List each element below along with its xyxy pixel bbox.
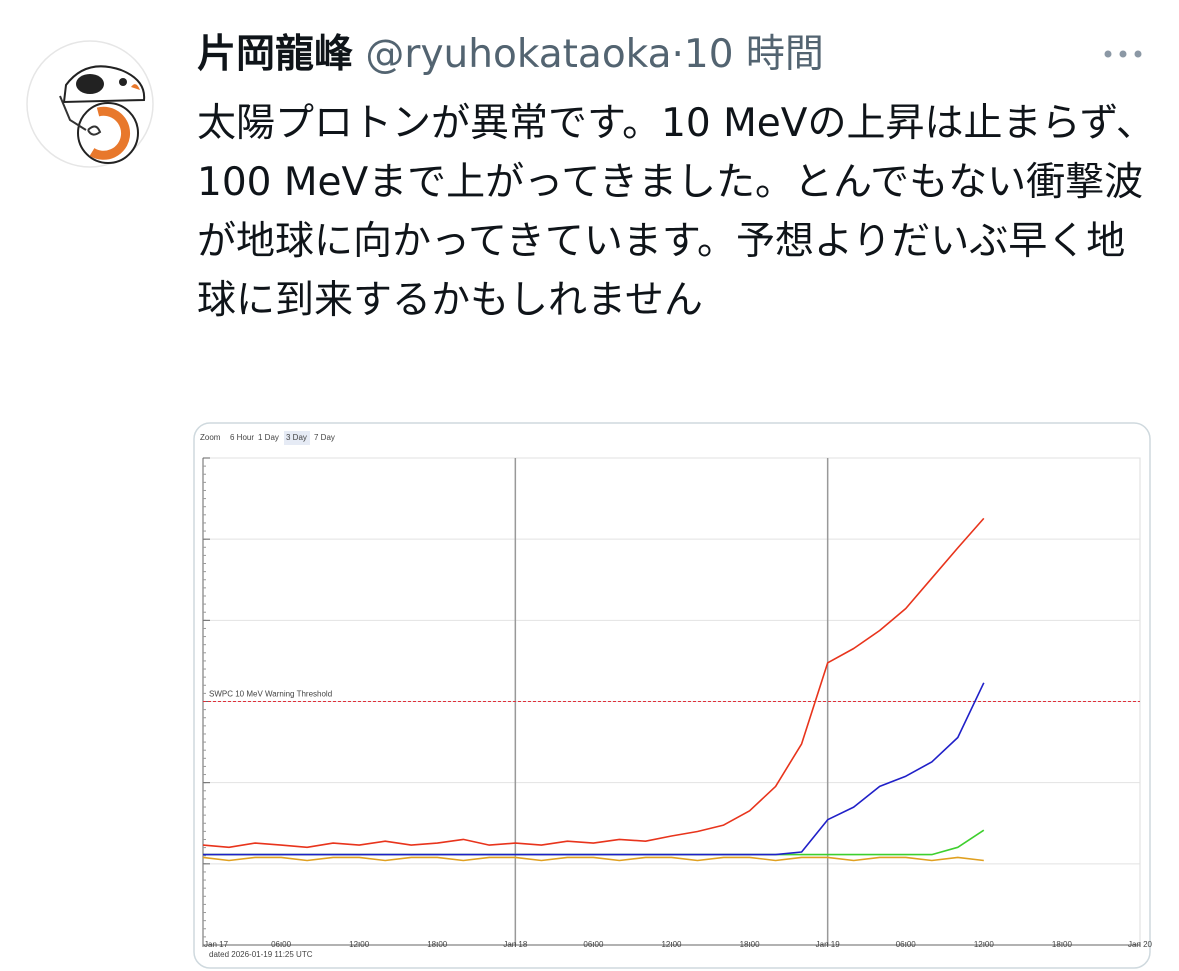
avatar[interactable] (26, 40, 154, 168)
x-tick-label: Jan 17 (204, 940, 229, 949)
data-line (203, 682, 985, 856)
zoom-selected (284, 431, 310, 445)
zoom-option[interactable]: 6 Hour (230, 433, 254, 442)
zoom-option[interactable]: 1 Day (258, 433, 279, 442)
x-tick-label: Jan 18 (503, 940, 528, 949)
tweet-header: 片岡龍峰 @ryuhokataoka·10 時間 (197, 28, 824, 82)
tweet-text: 太陽プロトンが異常です。10 MeVの上昇は止まらず、100 MeVまで上がって… (197, 101, 1155, 323)
x-tick-label: 18:00 (427, 940, 448, 949)
data-line (202, 517, 985, 849)
separator: · (671, 32, 684, 77)
x-tick-label: 06:00 (896, 940, 917, 949)
handle[interactable]: @ryuhokataoka (365, 32, 672, 77)
x-tick-label: Jan 19 (816, 940, 841, 949)
threshold-label: SWPC 10 MeV Warning Threshold (209, 690, 332, 699)
x-tick-label: Jan 20 (1128, 940, 1153, 949)
x-tick-label: 18:00 (1052, 940, 1073, 949)
timestamp[interactable]: 10 時間 (683, 32, 824, 77)
x-tick-label: 06:00 (271, 940, 292, 949)
x-tick-label: 18:00 (740, 940, 761, 949)
more-button[interactable] (1100, 44, 1146, 64)
data-line (202, 856, 984, 862)
x-tick-label: 06:00 (583, 940, 604, 949)
x-tick-label: 12:00 (349, 940, 370, 949)
zoom-option[interactable]: 7 Day (314, 433, 335, 442)
card-border (193, 422, 1151, 969)
zoom-label: Zoom (200, 433, 221, 442)
author-name[interactable]: 片岡龍峰 (197, 32, 354, 77)
zoom-option[interactable]: 3 Day (286, 433, 307, 442)
x-tick-label: 12:00 (661, 940, 682, 949)
x-tick-label: 12:00 (974, 940, 995, 949)
updated-label: dated 2026-01-19 11:25 UTC (209, 950, 313, 959)
